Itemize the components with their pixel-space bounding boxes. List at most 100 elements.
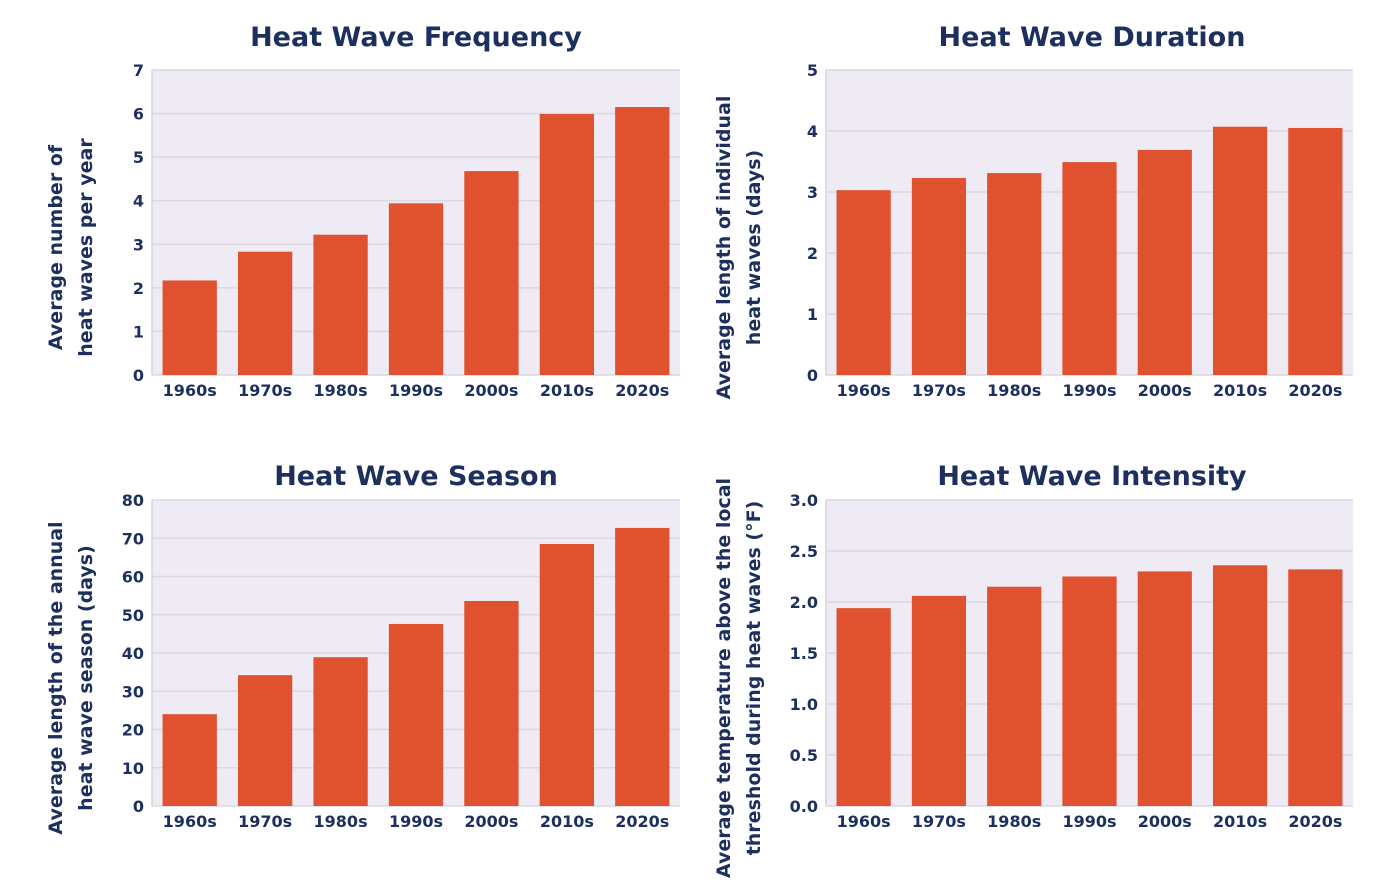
x-tick-label: 2000s <box>464 381 518 400</box>
y-tick-label: 5 <box>807 61 818 80</box>
chart-title: Heat Wave Frequency <box>250 22 582 53</box>
x-tick-label: 1960s <box>837 381 891 400</box>
bar-2000s <box>1137 571 1192 806</box>
y-tick-label: 0.5 <box>790 746 818 765</box>
bar-1990s <box>1062 576 1117 806</box>
x-tick-label: 1980s <box>314 381 368 400</box>
bar-1970s <box>911 595 967 806</box>
y-tick-label: 0 <box>133 797 144 816</box>
bar-1980s <box>987 586 1042 806</box>
x-tick-label: 2010s <box>1213 381 1267 400</box>
bar-1960s <box>162 280 217 375</box>
x-tick-label: 1960s <box>837 812 891 831</box>
y-tick-label: 1 <box>807 305 818 324</box>
y-axis-label: heat waves (days) <box>743 150 765 345</box>
chart-title: Heat Wave Season <box>274 461 558 492</box>
x-tick-label: 2000s <box>1138 381 1192 400</box>
y-axis-label: Average number of <box>45 144 67 350</box>
bar-2020s <box>615 527 670 806</box>
x-tick-label: 1960s <box>163 381 217 400</box>
x-tick-label: 2020s <box>1288 812 1342 831</box>
bar-2010s <box>1212 126 1268 375</box>
y-tick-label: 30 <box>122 682 144 701</box>
bar-2010s <box>539 114 595 375</box>
y-tick-label: 4 <box>133 192 144 211</box>
bar-1990s <box>388 203 444 375</box>
bar-1980s <box>987 173 1042 375</box>
y-axis-label: heat waves per year <box>75 138 97 357</box>
bar-2010s <box>539 543 595 806</box>
bar-1980s <box>313 234 368 375</box>
x-tick-label: 1980s <box>987 812 1041 831</box>
x-tick-label: 2010s <box>540 381 594 400</box>
bar-1960s <box>836 608 891 806</box>
x-tick-label: 1990s <box>389 812 443 831</box>
y-tick-label: 2.0 <box>790 593 818 612</box>
y-tick-label: 1 <box>133 322 144 341</box>
y-tick-label: 60 <box>122 568 144 587</box>
y-axis-label: Average temperature above the local <box>713 478 735 878</box>
bar-1980s <box>313 657 368 806</box>
y-tick-label: 10 <box>122 759 144 778</box>
bar-1970s <box>911 177 967 375</box>
x-tick-label: 2000s <box>1138 812 1192 831</box>
y-tick-label: 2 <box>807 244 818 263</box>
y-tick-label: 7 <box>133 61 144 80</box>
y-tick-label: 1.0 <box>790 695 818 714</box>
bar-2020s <box>615 107 670 376</box>
y-tick-label: 0.0 <box>790 797 818 816</box>
bar-2010s <box>1212 565 1268 806</box>
y-axis-label: Average length of individual <box>713 96 735 400</box>
y-axis-label: threshold during heat waves (°F) <box>743 501 765 856</box>
bar-1970s <box>237 675 293 806</box>
x-tick-label: 1970s <box>912 381 966 400</box>
x-tick-label: 2010s <box>1213 812 1267 831</box>
bar-1990s <box>388 623 444 806</box>
bar-2000s <box>464 171 519 375</box>
chart-title: Heat Wave Intensity <box>937 461 1247 492</box>
y-tick-label: 6 <box>133 105 144 124</box>
x-tick-label: 2020s <box>615 381 669 400</box>
y-tick-label: 3 <box>807 183 818 202</box>
bar-1970s <box>237 251 293 375</box>
bar-2000s <box>1137 149 1192 375</box>
x-tick-label: 2020s <box>1288 381 1342 400</box>
x-tick-label: 1990s <box>1062 381 1116 400</box>
y-tick-label: 3.0 <box>790 491 818 510</box>
bar-1960s <box>162 714 217 806</box>
chart-panel-2: 0 1 2 3 4 5 1960s 1970s 1980s 1990s 2000s 2010s 2020… <box>713 22 1353 400</box>
y-tick-label: 5 <box>133 148 144 167</box>
x-tick-label: 1990s <box>389 381 443 400</box>
x-tick-label: 1970s <box>238 812 292 831</box>
y-tick-label: 4 <box>807 122 818 141</box>
y-tick-label: 40 <box>122 644 144 663</box>
chart-panel-1: 0 1 2 3 4 5 6 7 1960s 1970s 1980s 1990s 2000s 2010s 20… <box>45 22 680 400</box>
y-tick-label: 50 <box>122 606 144 625</box>
y-tick-label: 1.5 <box>790 644 818 663</box>
y-tick-label: 2.5 <box>790 542 818 561</box>
x-tick-label: 1980s <box>987 381 1041 400</box>
x-tick-label: 1970s <box>238 381 292 400</box>
bar-1960s <box>836 190 891 375</box>
y-tick-label: 0 <box>807 366 818 385</box>
x-tick-label: 2010s <box>540 812 594 831</box>
y-tick-label: 0 <box>133 366 144 385</box>
x-tick-label: 1970s <box>912 812 966 831</box>
bar-2000s <box>464 600 519 806</box>
y-tick-label: 2 <box>133 279 144 298</box>
y-axis-label: Average length of the annual <box>45 521 67 834</box>
bar-2020s <box>1288 569 1343 806</box>
x-tick-label: 1980s <box>314 812 368 831</box>
y-tick-label: 20 <box>122 721 144 740</box>
x-tick-label: 1960s <box>163 812 217 831</box>
bar-2020s <box>1288 127 1343 375</box>
x-tick-label: 1990s <box>1062 812 1116 831</box>
x-tick-label: 2000s <box>464 812 518 831</box>
y-tick-label: 70 <box>122 529 144 548</box>
y-axis-label: heat wave season (days) <box>75 545 97 811</box>
chart-title: Heat Wave Duration <box>939 22 1246 53</box>
y-tick-label: 80 <box>122 491 144 510</box>
chart-panel-4: 0.0 0.5 1.0 1.5 2.0 2.5 3.0 1960s 1970s 1980s 1990… <box>713 461 1353 878</box>
chart-panel-3: 0 10 20 30 40 50 60 70 80 1960s 1970s 1980s 1990s 200… <box>45 461 680 835</box>
